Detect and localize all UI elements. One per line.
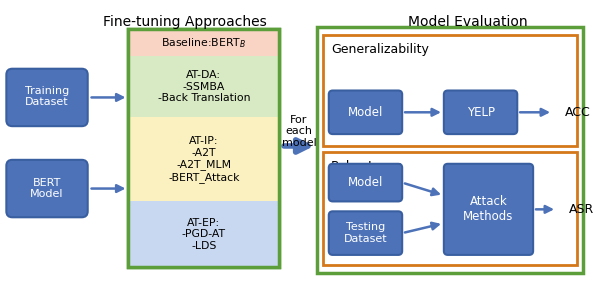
FancyBboxPatch shape — [7, 160, 88, 217]
Text: ACC: ACC — [565, 106, 591, 119]
Bar — [317, 27, 583, 273]
Bar — [128, 117, 279, 201]
Text: Fine-tuning Approaches: Fine-tuning Approaches — [103, 15, 267, 29]
FancyBboxPatch shape — [329, 164, 402, 201]
Text: YELP: YELP — [467, 106, 495, 119]
Text: ASR: ASR — [569, 203, 594, 216]
FancyBboxPatch shape — [7, 69, 88, 126]
FancyBboxPatch shape — [444, 164, 533, 255]
Bar — [323, 152, 577, 265]
Text: Baseline:BERT$_B$: Baseline:BERT$_B$ — [161, 36, 246, 50]
Bar — [128, 201, 279, 267]
Bar — [323, 35, 577, 146]
Bar — [128, 56, 279, 117]
Bar — [128, 29, 279, 56]
Text: Robustness: Robustness — [330, 160, 402, 173]
Text: AT-IP:
-A2T
-A2T_MLM
-BERT_Attack: AT-IP: -A2T -A2T_MLM -BERT_Attack — [168, 136, 240, 182]
Text: Model: Model — [348, 176, 383, 189]
FancyBboxPatch shape — [329, 211, 402, 255]
Text: Model: Model — [348, 106, 383, 119]
Text: Generalizability: Generalizability — [330, 43, 429, 56]
Text: Attack
Methods: Attack Methods — [464, 195, 514, 223]
FancyBboxPatch shape — [444, 90, 517, 134]
Bar — [128, 29, 279, 267]
Text: For
each
model: For each model — [282, 114, 317, 148]
Text: Training
Dataset: Training Dataset — [25, 86, 69, 107]
Text: BERT
Model: BERT Model — [30, 178, 64, 199]
Text: Model Evaluation: Model Evaluation — [408, 15, 527, 29]
Text: AT-DA:
-SSMBA
-Back Translation: AT-DA: -SSMBA -Back Translation — [158, 70, 250, 103]
Text: Testing
Dataset: Testing Dataset — [344, 222, 387, 244]
Text: AT-EP:
-PGD-AT
-LDS: AT-EP: -PGD-AT -LDS — [182, 218, 226, 251]
FancyBboxPatch shape — [329, 90, 402, 134]
Bar — [128, 29, 279, 267]
